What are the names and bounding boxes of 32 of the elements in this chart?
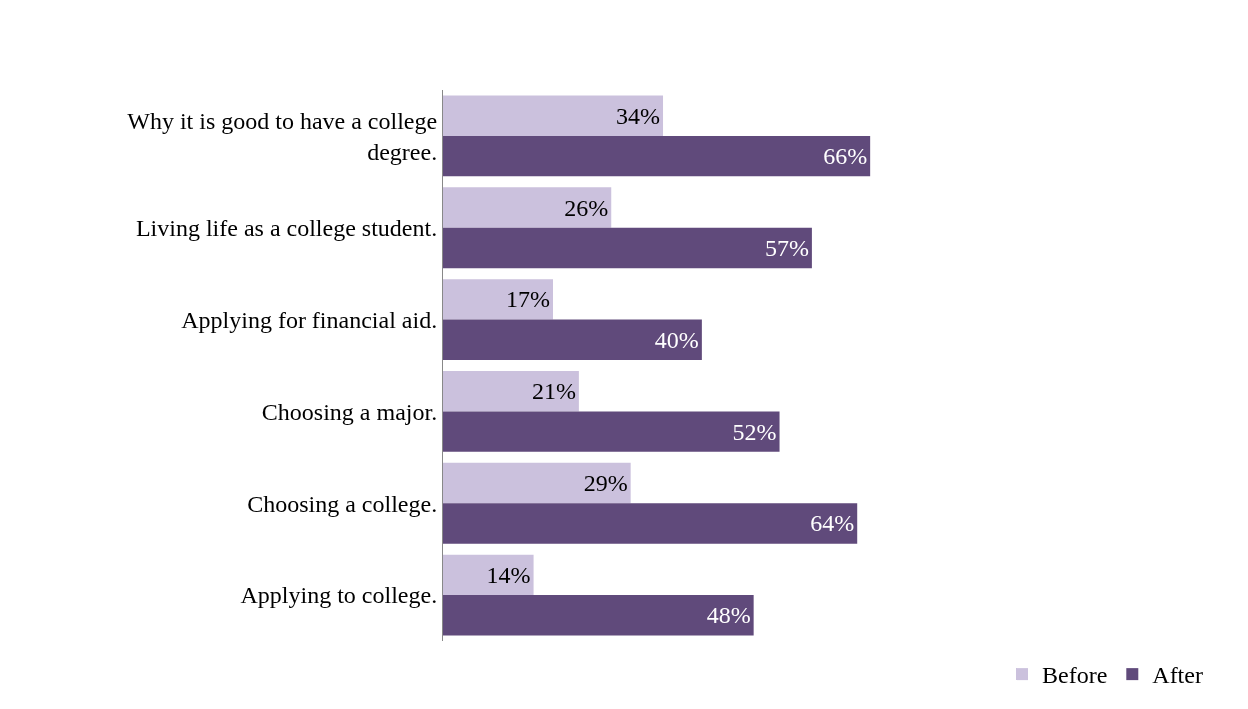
- bar: [442, 411, 780, 452]
- y-tick-label: Applying to college.: [240, 582, 438, 609]
- bar: [442, 227, 812, 269]
- bar: [442, 462, 631, 504]
- bar: [442, 503, 858, 544]
- y-tick-label: Living life as a college student.: [135, 215, 438, 242]
- bar: [442, 95, 664, 136]
- bar: [442, 319, 702, 360]
- y-tick-label: Applying for financial aid.: [181, 306, 438, 333]
- data-label: 29%: [583, 470, 628, 497]
- legend-label: Before: [1042, 662, 1108, 689]
- bar: [442, 371, 579, 412]
- data-label: 14%: [486, 561, 531, 588]
- data-label: 40%: [654, 326, 699, 353]
- y-tick-label: Why it is good to have a college degree.: [127, 107, 438, 165]
- bar: [442, 135, 871, 177]
- data-label: 66%: [823, 143, 868, 170]
- data-label: 26%: [564, 194, 609, 221]
- data-label: 34%: [616, 102, 661, 129]
- data-label: 57%: [764, 234, 809, 261]
- data-label: 17%: [506, 286, 550, 313]
- bar: [442, 279, 553, 320]
- data-label: 52%: [732, 418, 777, 445]
- data-label: 21%: [531, 378, 576, 405]
- y-tick-label: Choosing a major.: [261, 398, 438, 425]
- data-label: 48%: [706, 602, 751, 629]
- bar: [442, 595, 754, 636]
- data-label: 64%: [810, 510, 855, 537]
- legend-label: After: [1152, 662, 1203, 689]
- y-tick-label: Choosing a college.: [247, 490, 438, 517]
- bar: [442, 554, 534, 596]
- bar: [442, 187, 612, 228]
